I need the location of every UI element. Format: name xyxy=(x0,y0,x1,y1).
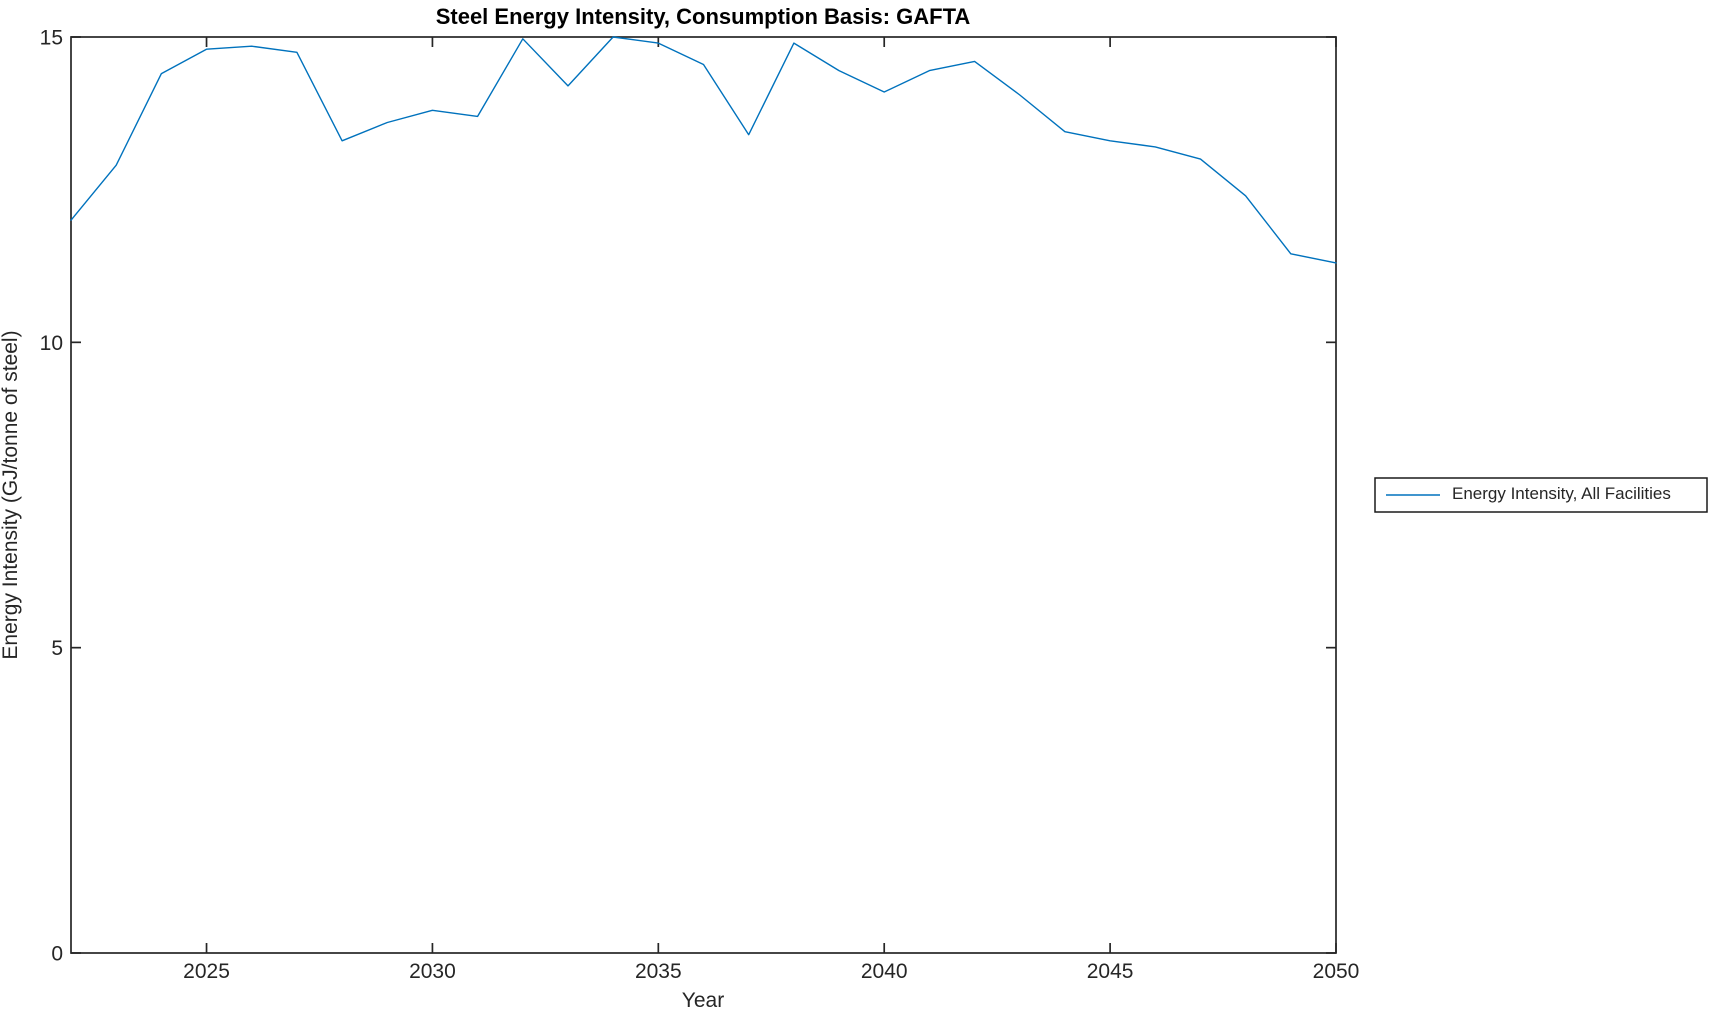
x-axis-label: Year xyxy=(682,989,724,1012)
y-tick-label: 5 xyxy=(51,637,63,660)
legend-label: Energy Intensity, All Facilities xyxy=(1452,484,1671,503)
x-tick-label: 2050 xyxy=(1313,960,1360,983)
axis-ticks xyxy=(71,36,1337,954)
chart-title: Steel Energy Intensity, Consumption Basi… xyxy=(436,4,971,29)
y-axis-label: Energy Intensity (GJ/tonne of steel) xyxy=(0,330,22,659)
axis-tick-labels: 2025 2030 2035 2040 2045 2050 0 5 10 15 xyxy=(40,27,1360,984)
legend: Energy Intensity, All Facilities xyxy=(1374,477,1708,513)
y-tick-label: 15 xyxy=(40,27,63,50)
x-tick-label: 2040 xyxy=(861,960,908,983)
plot-area-border xyxy=(70,36,1337,954)
x-tick-label: 2030 xyxy=(409,960,456,983)
y-tick-label: 10 xyxy=(40,332,63,355)
x-tick-label: 2045 xyxy=(1087,960,1134,983)
energy-intensity-line xyxy=(70,36,1337,264)
y-tick-label: 0 xyxy=(51,943,63,966)
x-tick-label: 2025 xyxy=(183,960,230,983)
x-tick-label: 2035 xyxy=(635,960,682,983)
